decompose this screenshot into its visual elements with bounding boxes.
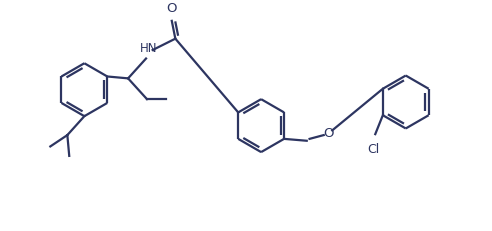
Text: O: O <box>166 2 177 15</box>
Text: HN: HN <box>140 42 157 55</box>
Text: Cl: Cl <box>367 142 379 155</box>
Text: O: O <box>323 126 334 139</box>
